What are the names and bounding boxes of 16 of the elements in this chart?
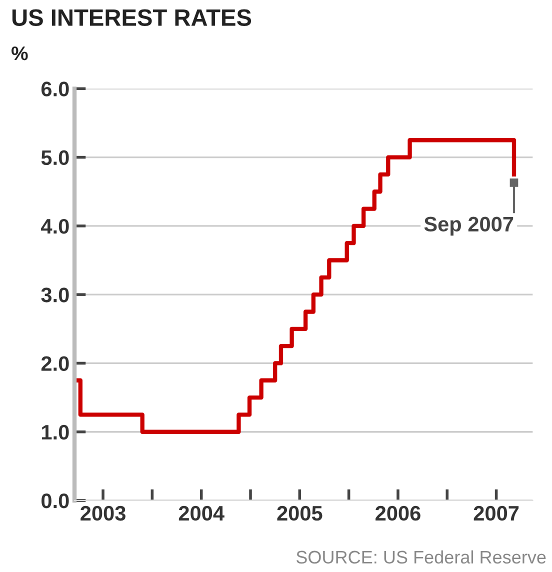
y-axis-title: % — [12, 46, 28, 60]
x-tick-label: 2004 — [178, 506, 224, 521]
annotation: Sep 2007 — [424, 216, 514, 236]
y-tick-label: 2.0 — [41, 356, 69, 371]
y-tick-label: 4.0 — [41, 218, 69, 234]
x-tick-label: 2005 — [277, 506, 322, 521]
x-tick-label: 2006 — [376, 506, 420, 521]
y-tick-label: 0.0 — [42, 494, 69, 508]
y-tick-label: 5.0 — [41, 150, 69, 166]
x-tick-label: 2003 — [80, 506, 126, 521]
y-tick-label: 3.0 — [41, 288, 69, 302]
y-tick-label: 1.0 — [42, 424, 69, 440]
x-tick-label: 2007 — [474, 506, 519, 521]
y-tick-label: 6.0 — [41, 82, 69, 96]
chart-title: US INTEREST RATES — [12, 9, 252, 26]
source-note: SOURCE: US Federal Reserve — [296, 550, 546, 564]
